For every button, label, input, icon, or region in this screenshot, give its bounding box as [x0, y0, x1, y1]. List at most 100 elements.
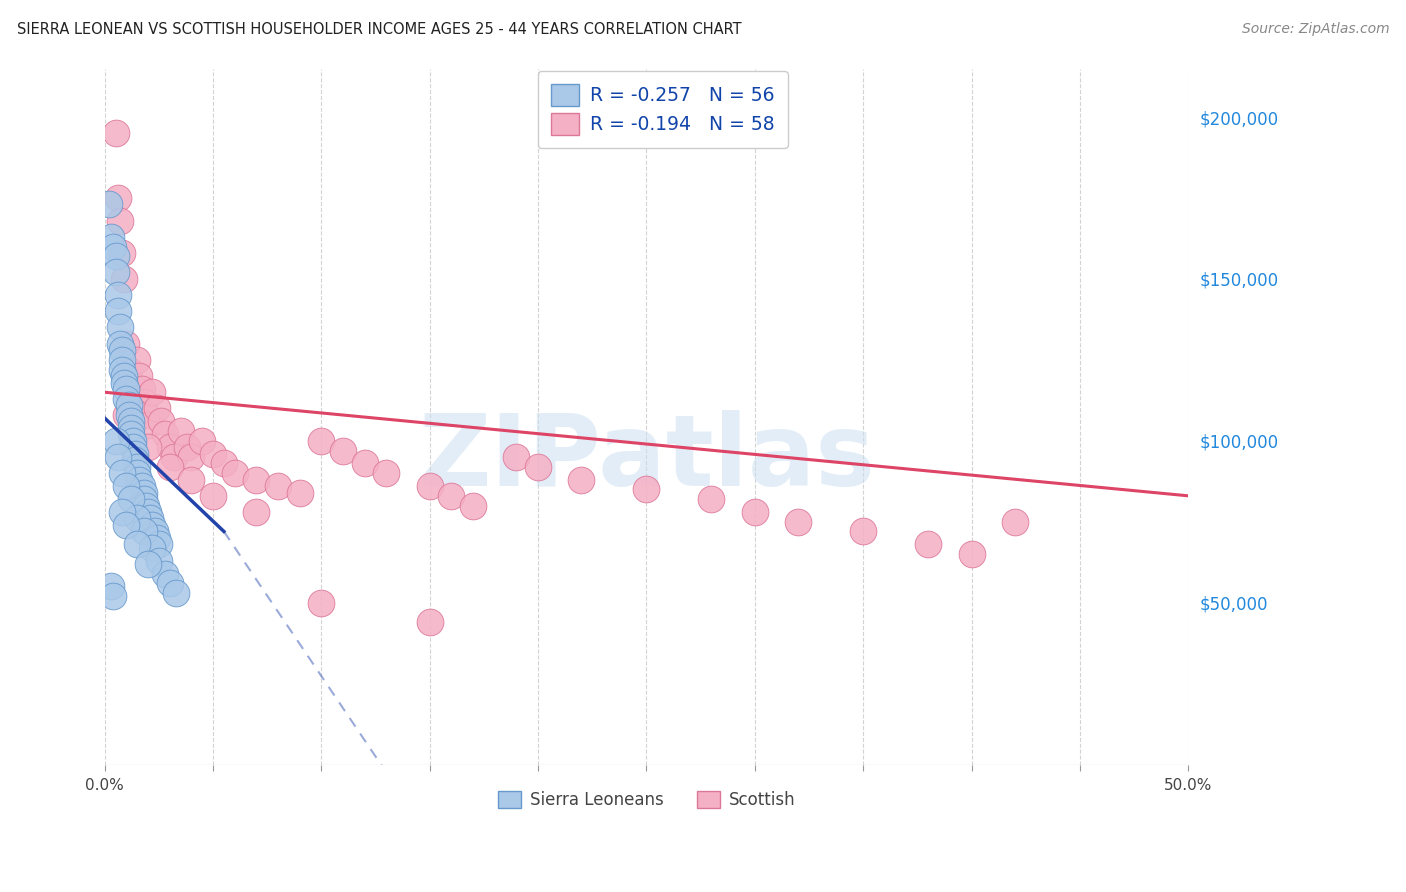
- Point: [112, 369, 135, 384]
- Point: [104, 265, 127, 279]
- Point: [120, 376, 142, 390]
- Point: [744, 505, 766, 519]
- Point: [245, 505, 267, 519]
- Point: [191, 434, 214, 448]
- Point: [212, 457, 235, 471]
- Point: [135, 408, 157, 422]
- Point: [111, 246, 134, 260]
- Point: [121, 434, 143, 448]
- Point: [131, 382, 153, 396]
- Point: [115, 336, 138, 351]
- Point: [111, 362, 134, 376]
- Point: [145, 531, 167, 545]
- Point: [202, 447, 225, 461]
- Point: [127, 511, 149, 525]
- Point: [100, 579, 122, 593]
- Point: [1004, 515, 1026, 529]
- Point: [419, 615, 441, 629]
- Point: [267, 479, 290, 493]
- Point: [148, 553, 170, 567]
- Point: [143, 524, 166, 539]
- Point: [107, 450, 129, 464]
- Point: [117, 362, 139, 376]
- Point: [100, 230, 122, 244]
- Point: [163, 450, 186, 464]
- Point: [120, 491, 142, 506]
- Point: [98, 197, 121, 211]
- Point: [103, 239, 125, 253]
- Point: [224, 466, 246, 480]
- Point: [124, 447, 146, 461]
- Point: [104, 434, 127, 448]
- Point: [120, 414, 142, 428]
- Point: [103, 589, 125, 603]
- Text: ZIPatlas: ZIPatlas: [418, 409, 875, 507]
- Point: [111, 466, 134, 480]
- Point: [121, 440, 143, 454]
- Point: [131, 479, 153, 493]
- Point: [108, 336, 131, 351]
- Point: [117, 398, 139, 412]
- Point: [141, 541, 163, 555]
- Point: [124, 401, 146, 416]
- Point: [135, 499, 157, 513]
- Legend: Sierra Leoneans, Scottish: Sierra Leoneans, Scottish: [491, 784, 801, 815]
- Point: [112, 272, 135, 286]
- Point: [139, 511, 162, 525]
- Point: [180, 473, 202, 487]
- Point: [440, 489, 463, 503]
- Point: [132, 524, 155, 539]
- Point: [159, 440, 181, 454]
- Point: [124, 453, 146, 467]
- Point: [159, 459, 181, 474]
- Point: [700, 491, 723, 506]
- Point: [104, 249, 127, 263]
- Point: [121, 392, 143, 406]
- Point: [136, 440, 159, 454]
- Point: [461, 499, 484, 513]
- Point: [353, 457, 375, 471]
- Point: [375, 466, 398, 480]
- Point: [111, 343, 134, 358]
- Point: [141, 518, 163, 533]
- Text: Source: ZipAtlas.com: Source: ZipAtlas.com: [1241, 22, 1389, 37]
- Point: [245, 473, 267, 487]
- Text: SIERRA LEONEAN VS SCOTTISH HOUSEHOLDER INCOME AGES 25 - 44 YEARS CORRELATION CHA: SIERRA LEONEAN VS SCOTTISH HOUSEHOLDER I…: [17, 22, 741, 37]
- Point: [127, 466, 149, 480]
- Point: [128, 473, 150, 487]
- Point: [180, 450, 202, 464]
- Point: [112, 376, 135, 390]
- Point: [127, 459, 149, 474]
- Point: [332, 443, 354, 458]
- Point: [155, 566, 177, 581]
- Point: [145, 401, 167, 416]
- Point: [104, 126, 127, 140]
- Point: [115, 518, 138, 533]
- Point: [117, 408, 139, 422]
- Point: [108, 320, 131, 334]
- Point: [155, 427, 177, 442]
- Point: [115, 408, 138, 422]
- Point: [115, 392, 138, 406]
- Point: [111, 352, 134, 367]
- Point: [132, 485, 155, 500]
- Point: [419, 479, 441, 493]
- Point: [169, 424, 191, 438]
- Point: [115, 382, 138, 396]
- Point: [120, 421, 142, 435]
- Point: [108, 213, 131, 227]
- Point: [176, 440, 198, 454]
- Point: [111, 505, 134, 519]
- Point: [165, 586, 187, 600]
- Point: [127, 537, 149, 551]
- Point: [636, 483, 658, 497]
- Point: [960, 547, 983, 561]
- Point: [311, 434, 333, 448]
- Point: [107, 288, 129, 302]
- Point: [141, 385, 163, 400]
- Point: [148, 537, 170, 551]
- Point: [107, 191, 129, 205]
- Point: [917, 537, 939, 551]
- Point: [159, 576, 181, 591]
- Point: [571, 473, 593, 487]
